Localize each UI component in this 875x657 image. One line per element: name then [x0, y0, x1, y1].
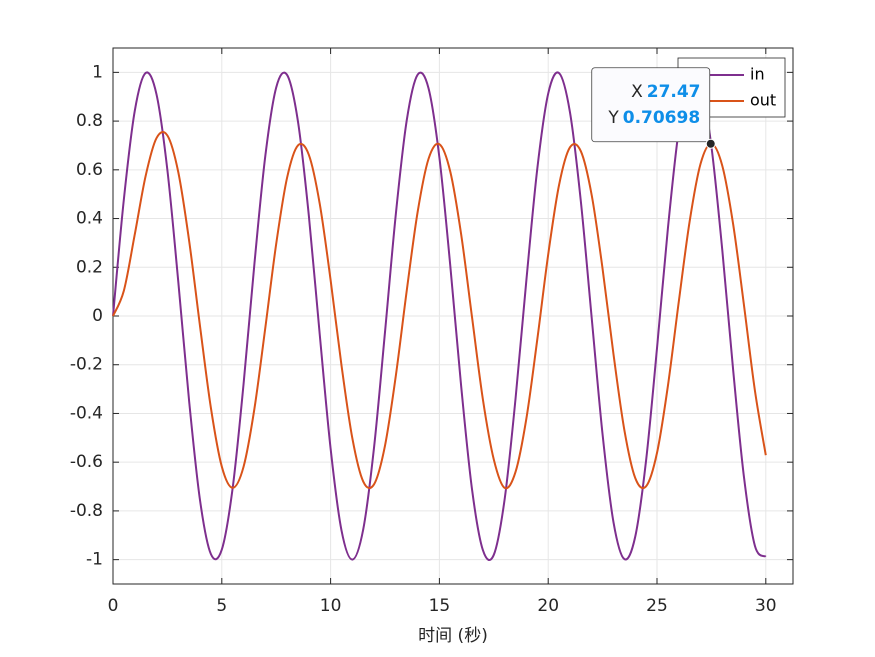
- y-tick-label: -0.6: [70, 452, 103, 472]
- y-tick-label: 0.2: [76, 257, 103, 277]
- series-line: [112, 71, 767, 561]
- legend-label: out: [750, 91, 776, 110]
- x-tick-label: 20: [537, 596, 559, 616]
- y-tick-label: 0: [92, 306, 103, 326]
- y-tick-label: -0.8: [70, 501, 103, 521]
- y-tick-label: 0.4: [76, 209, 103, 229]
- x-tick-label: 5: [216, 596, 227, 616]
- datatip-marker: [705, 138, 716, 149]
- legend-label: in: [750, 65, 765, 84]
- x-axis-label: 时间 (秒): [418, 626, 488, 646]
- y-tick-label: 0.8: [76, 111, 103, 131]
- datatip-x-label: X: [631, 82, 643, 102]
- x-tick-label: 25: [646, 596, 668, 616]
- series-line: [112, 131, 767, 490]
- y-tick-label: -1: [86, 550, 103, 570]
- x-tick-label: 10: [320, 596, 342, 616]
- y-tick-label: 0.6: [76, 160, 103, 180]
- datatip-box: [591, 67, 711, 143]
- datatip: X 27.47 Y 0.70698: [591, 67, 716, 149]
- datatip-y-label: Y: [607, 108, 619, 128]
- x-tick-label: 0: [108, 596, 119, 616]
- datatip-y-value: 0.70698: [623, 108, 700, 128]
- y-tick-label: 1: [92, 62, 103, 82]
- datatip-x-value: 27.47: [647, 82, 701, 102]
- y-tick-label: -0.4: [70, 403, 103, 423]
- x-tick-label: 15: [429, 596, 451, 616]
- y-tick-label: -0.2: [70, 355, 103, 375]
- x-tick-label: 30: [755, 596, 777, 616]
